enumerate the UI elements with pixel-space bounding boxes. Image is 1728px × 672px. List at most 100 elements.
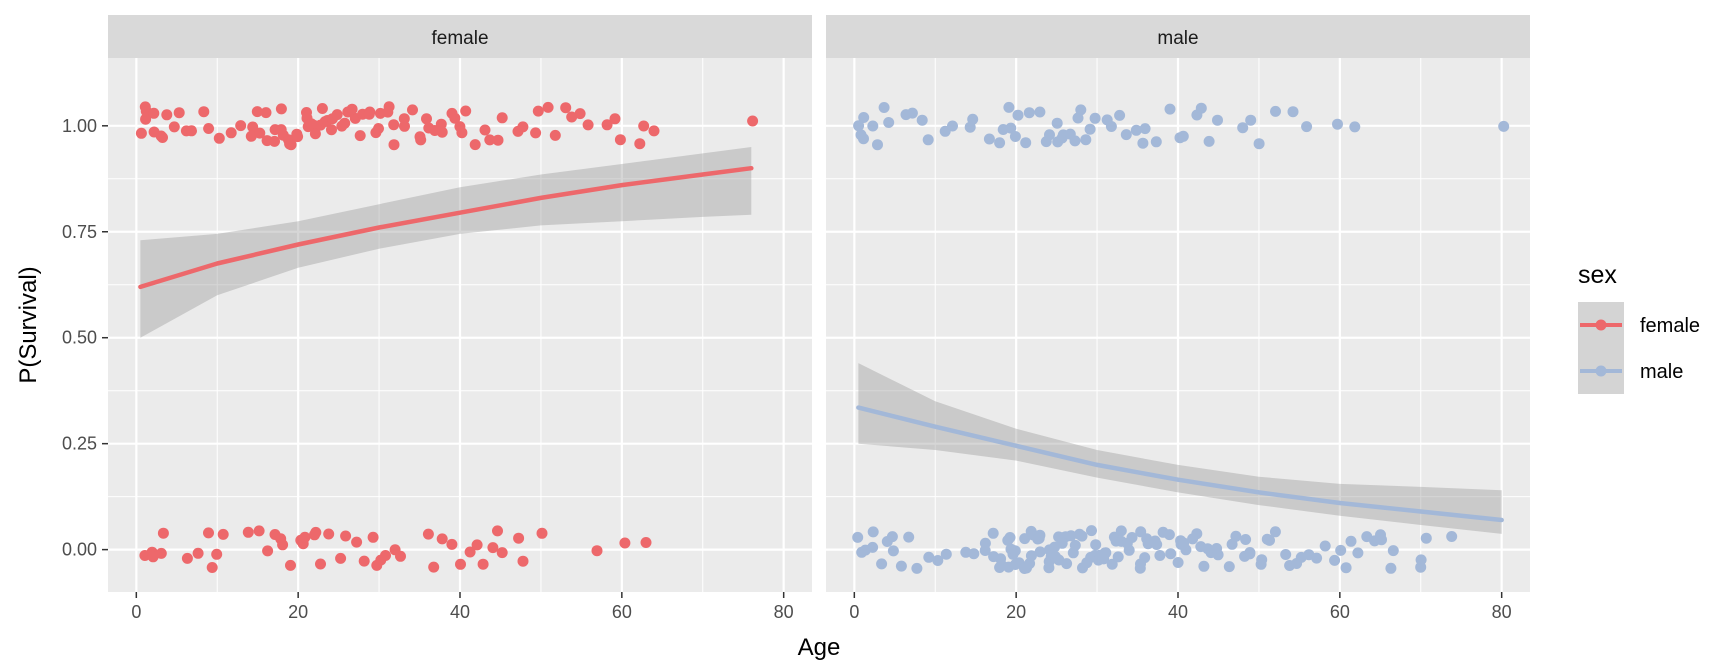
point-survived xyxy=(492,134,504,146)
point-died xyxy=(1090,539,1102,551)
point-survived xyxy=(1245,114,1257,126)
points-female xyxy=(135,101,759,573)
gridlines-male xyxy=(826,58,1530,592)
point-died xyxy=(471,539,483,551)
point-died xyxy=(903,531,915,543)
point-died xyxy=(1420,532,1432,544)
point-died xyxy=(1081,557,1093,569)
point-died xyxy=(1223,561,1235,573)
point-survived xyxy=(140,113,152,125)
point-died xyxy=(1002,534,1014,546)
point-died xyxy=(1009,559,1021,570)
point-survived xyxy=(173,107,185,119)
x-tick-label: 20 xyxy=(288,602,308,622)
confidence-band-female xyxy=(140,147,752,338)
point-died xyxy=(455,558,466,570)
point-survived xyxy=(916,114,928,126)
point-survived xyxy=(363,108,375,120)
point-survived xyxy=(168,121,180,133)
x-tick-label: 20 xyxy=(1006,602,1026,622)
point-survived xyxy=(484,134,496,146)
point-survived xyxy=(414,131,426,143)
point-survived xyxy=(922,134,934,146)
point-survived xyxy=(161,109,173,121)
point-died xyxy=(994,562,1006,573)
point-died xyxy=(335,552,347,564)
point-survived xyxy=(1332,118,1343,130)
point-died xyxy=(1065,530,1077,542)
point-died xyxy=(206,562,218,573)
point-survived xyxy=(354,130,366,142)
point-died xyxy=(1211,543,1223,554)
point-died xyxy=(987,527,999,539)
x-tick-label: 80 xyxy=(774,602,794,622)
point-survived xyxy=(135,127,147,139)
x-tick-label: 80 xyxy=(1492,602,1512,622)
x-tick-label: 60 xyxy=(1330,602,1350,622)
point-died xyxy=(1311,552,1323,564)
point-survived xyxy=(1270,105,1281,117)
point-died xyxy=(1415,554,1427,566)
point-survived xyxy=(155,130,167,142)
point-died xyxy=(253,525,265,537)
strip-male xyxy=(826,15,1530,58)
point-survived xyxy=(225,127,237,139)
point-survived xyxy=(292,131,304,143)
y-tick-label: 0.25 xyxy=(62,434,97,454)
point-survived xyxy=(454,121,466,133)
point-survived xyxy=(1084,123,1096,135)
point-survived xyxy=(566,111,578,123)
point-died xyxy=(1226,538,1238,550)
point-died xyxy=(979,537,991,549)
point-died xyxy=(309,529,320,541)
strip-female xyxy=(108,15,812,58)
point-survived xyxy=(609,113,621,125)
point-died xyxy=(217,528,229,540)
point-survived xyxy=(858,112,870,123)
point-died xyxy=(487,542,499,554)
point-died xyxy=(351,536,363,548)
point-survived xyxy=(186,125,197,137)
point-died xyxy=(1149,535,1161,547)
x-axis-title: Age xyxy=(798,634,841,661)
point-survived xyxy=(1114,109,1126,121)
y-axis-title: P(Survival) xyxy=(15,266,42,383)
point-died xyxy=(1056,537,1068,549)
point-survived xyxy=(1034,106,1046,118)
point-died xyxy=(1240,534,1252,545)
point-survived xyxy=(601,119,613,131)
point-survived xyxy=(947,120,958,132)
point-died xyxy=(340,530,352,542)
point-died xyxy=(1446,531,1458,542)
point-survived xyxy=(1203,135,1215,147)
point-survived xyxy=(496,112,508,124)
point-died xyxy=(1024,558,1036,569)
point-died xyxy=(262,545,274,557)
point-survived xyxy=(203,123,215,134)
point-survived xyxy=(883,117,895,128)
point-survived xyxy=(245,130,257,142)
point-died xyxy=(1256,554,1268,566)
point-survived xyxy=(1237,122,1249,134)
point-survived xyxy=(983,133,995,145)
point-survived xyxy=(346,103,358,115)
point-survived xyxy=(326,124,337,136)
point-died xyxy=(1319,540,1331,552)
point-survived xyxy=(638,120,650,132)
point-survived xyxy=(853,120,865,132)
point-survived xyxy=(560,102,572,114)
point-survived xyxy=(1012,109,1024,121)
point-survived xyxy=(339,117,351,129)
point-survived xyxy=(388,139,400,151)
point-died xyxy=(1086,525,1097,537)
point-died xyxy=(436,533,448,545)
point-survived xyxy=(1349,121,1361,133)
legend-key-point-male xyxy=(1595,365,1607,377)
point-died xyxy=(1076,530,1088,542)
point-survived xyxy=(549,129,561,141)
point-survived xyxy=(530,127,542,139)
point-died xyxy=(1376,534,1387,546)
point-survived xyxy=(582,119,594,131)
point-survived xyxy=(309,128,321,140)
